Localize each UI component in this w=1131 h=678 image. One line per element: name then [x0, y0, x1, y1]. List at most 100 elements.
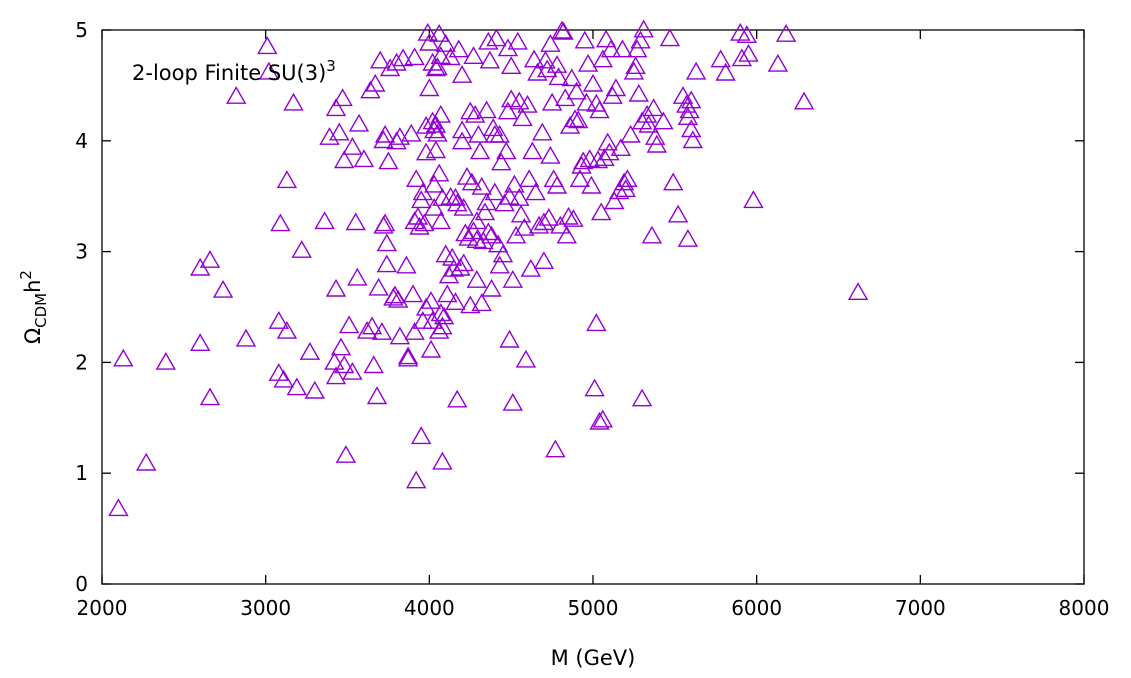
data-point: [420, 291, 442, 309]
data-point: [525, 182, 546, 201]
chart-annotation-text: 2-loop Finite SU(3): [132, 61, 326, 85]
data-point: [371, 322, 393, 340]
data-point: [514, 217, 535, 236]
data-point: [731, 48, 753, 67]
data-point: [451, 131, 473, 150]
x-tick-label: 4000: [404, 596, 455, 620]
data-point: [499, 329, 520, 348]
data-point: [594, 148, 615, 167]
data-point: [325, 366, 347, 385]
data-point: [314, 211, 335, 230]
data-point: [402, 284, 424, 303]
data-point: [538, 207, 560, 226]
data-point: [360, 80, 381, 99]
data-point: [451, 64, 473, 83]
data-point: [478, 222, 499, 241]
data-point: [496, 141, 517, 160]
data-point: [283, 92, 304, 111]
data-point: [533, 212, 555, 231]
data-point: [437, 284, 458, 303]
data-point: [491, 152, 512, 171]
data-point: [509, 187, 530, 206]
data-point: [584, 378, 605, 397]
data-point: [464, 104, 486, 123]
data-point: [270, 213, 291, 232]
data-point: [363, 355, 384, 374]
data-point: [492, 244, 514, 263]
data-point: [610, 138, 632, 157]
data-point: [329, 122, 350, 141]
data-point: [386, 52, 407, 71]
data-point: [428, 163, 450, 182]
data-point: [155, 351, 177, 370]
y-tick-label: 4: [75, 129, 88, 153]
x-tick-label: 6000: [731, 596, 782, 620]
data-point: [466, 211, 488, 230]
data-point: [576, 92, 597, 111]
data-point: [577, 53, 599, 72]
data-point: [551, 20, 573, 39]
data-point: [468, 124, 489, 143]
data-point: [108, 498, 129, 517]
data-point: [419, 78, 440, 97]
data-point: [286, 377, 308, 396]
data-point: [533, 251, 555, 269]
data-point: [715, 62, 736, 81]
data-point: [604, 191, 625, 210]
data-point: [389, 326, 411, 345]
data-point: [623, 61, 645, 80]
data-point: [376, 254, 398, 273]
data-point: [558, 206, 579, 225]
data-point: [456, 166, 478, 185]
data-point: [592, 49, 614, 68]
data-point: [466, 269, 488, 288]
y-tick-label: 2: [75, 350, 88, 374]
data-point: [378, 151, 399, 170]
y-axis-title-sup: 2: [17, 270, 35, 280]
data-point: [518, 169, 540, 188]
data-point: [667, 204, 689, 223]
data-point: [423, 197, 445, 216]
data-point: [414, 213, 435, 232]
data-point: [423, 174, 445, 193]
data-point: [613, 172, 635, 191]
data-point: [682, 130, 704, 149]
data-point: [608, 181, 630, 200]
data-point: [199, 250, 221, 268]
data-point: [499, 186, 520, 205]
x-tick-label: 3000: [240, 596, 291, 620]
y-tick-label: 5: [75, 18, 88, 42]
data-point: [407, 206, 429, 225]
data-point: [430, 104, 452, 123]
data-point: [361, 316, 383, 335]
data-point: [199, 387, 221, 406]
data-point: [405, 169, 427, 188]
data-point: [680, 90, 702, 109]
data-point: [268, 310, 290, 329]
data-point: [453, 253, 474, 272]
data-point: [476, 100, 497, 119]
data-point: [428, 23, 450, 42]
data-point: [348, 113, 370, 132]
data-point: [460, 295, 481, 314]
data-point: [276, 170, 298, 189]
data-point: [478, 31, 499, 50]
x-tick-label: 7000: [895, 596, 946, 620]
data-point: [636, 104, 658, 123]
data-point: [376, 233, 398, 252]
data-point: [500, 89, 522, 108]
data-point: [540, 33, 561, 52]
data-point: [540, 145, 561, 164]
data-point: [404, 322, 425, 340]
data-point: [356, 320, 378, 339]
data-point: [522, 141, 543, 160]
data-point: [319, 127, 340, 145]
data-point: [541, 92, 563, 111]
data-point: [527, 62, 548, 81]
data-markers: [108, 19, 869, 517]
data-point: [486, 28, 507, 47]
data-point: [379, 58, 401, 77]
data-point: [489, 124, 510, 143]
x-tick-label: 5000: [568, 596, 619, 620]
data-point: [589, 100, 610, 119]
